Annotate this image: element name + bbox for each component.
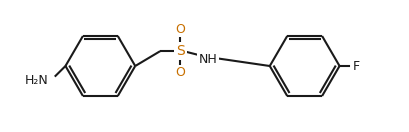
Text: O: O xyxy=(175,23,184,36)
Text: NH: NH xyxy=(198,53,217,66)
Text: O: O xyxy=(175,66,184,79)
Text: H₂N: H₂N xyxy=(25,74,48,87)
Text: F: F xyxy=(352,60,359,72)
Text: S: S xyxy=(175,44,184,58)
